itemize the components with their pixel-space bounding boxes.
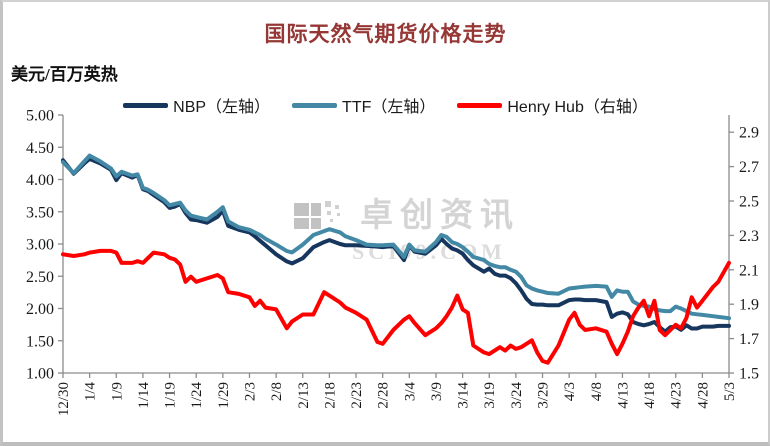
right-axis-tick-label: 2.5 (739, 194, 759, 211)
legend-swatch-henry-hub (457, 102, 503, 108)
left-axis-tick-label: 4.50 (26, 140, 54, 157)
legend-label-henry-hub: Henry Hub（右轴） (507, 99, 648, 116)
right-axis-tick-label: 1.7 (739, 331, 759, 348)
chart-title: 国际天然气期货价格走势 (264, 22, 507, 46)
x-axis-tick-label: 3/24 (509, 382, 525, 409)
x-axis-tick-label: 2/8 (269, 382, 285, 401)
x-axis-tick-label: 3/29 (536, 382, 552, 409)
x-axis-tick-label: 1/29 (216, 382, 232, 409)
series-line-ttf (61, 153, 731, 321)
x-axis-tick-label: 3/9 (429, 382, 445, 401)
legend-item-nbp[interactable]: NBP（左轴） (123, 93, 270, 117)
x-axis-tick-label: 4/13 (615, 382, 631, 409)
legend-item-henry-hub[interactable]: Henry Hub（右轴） (457, 93, 648, 117)
x-axis-tick-label: 2/28 (376, 382, 392, 409)
right-axis-tick-label: 2.1 (739, 262, 759, 279)
x-axis-tick-label: 4/28 (695, 382, 711, 409)
x-axis-tick-label: 1/14 (136, 382, 152, 409)
legend-swatch-nbp (123, 102, 169, 108)
x-axis-tick-label: 4/23 (669, 382, 685, 409)
x-axis-tick-label: 12/30 (56, 382, 72, 416)
x-axis-tick-label: 1/24 (189, 382, 205, 409)
x-axis-tick-label: 2/18 (322, 382, 338, 409)
x-axis-tick-label: 1/4 (83, 382, 99, 402)
right-axis-tick-label: 2.3 (739, 228, 759, 245)
legend-item-ttf[interactable]: TTF（左轴） (292, 93, 435, 117)
x-axis-tick-label: 5/3 (722, 382, 738, 401)
x-axis-tick-label: 2/23 (349, 382, 365, 409)
legend: NBP（左轴） TTF（左轴） Henry Hub（右轴） (3, 93, 768, 117)
right-axis-tick-label: 2.9 (739, 125, 759, 142)
left-axis-tick-label: 1.00 (26, 366, 54, 383)
right-axis-tick-label: 1.5 (739, 366, 759, 383)
x-axis-tick-label: 2/3 (242, 382, 258, 401)
x-axis-tick-label: 3/4 (402, 382, 418, 402)
x-axis-tick-label: 1/9 (109, 382, 125, 401)
left-axis-tick-label: 3.00 (26, 237, 54, 254)
left-axis-tick-label: 1.50 (26, 333, 54, 350)
left-axis-tick-label: 3.50 (26, 204, 54, 221)
y-axis-unit-label: 美元/百万英热 (11, 65, 118, 84)
legend-label-nbp: NBP（左轴） (173, 99, 271, 116)
left-axis-tick-label: 5.00 (26, 108, 54, 125)
x-axis-tick-label: 4/3 (562, 382, 578, 401)
right-axis-tick-label: 2.7 (739, 159, 759, 176)
x-axis-tick-label: 2/13 (296, 382, 312, 409)
x-axis-tick-label: 4/8 (589, 382, 605, 401)
left-axis-tick-label: 2.50 (26, 269, 54, 286)
x-axis-tick-label: 1/19 (163, 382, 179, 409)
left-axis-tick-label: 4.00 (26, 172, 54, 189)
right-axis-tick-label: 1.9 (739, 297, 759, 314)
x-axis-tick-label: 3/14 (456, 382, 472, 409)
series-line-henry-hub (61, 248, 731, 365)
x-axis-tick-label: 4/18 (642, 382, 658, 409)
x-axis-tick-label: 3/19 (482, 382, 498, 409)
legend-swatch-ttf (292, 102, 338, 108)
legend-label-ttf: TTF（左轴） (342, 99, 436, 116)
plot-area: 5.00 4.50 4.00 3.50 3.00 2.50 2.00 1.50 1.00 2.9 2… (26, 108, 759, 417)
left-axis-tick-label: 2.00 (26, 301, 54, 318)
